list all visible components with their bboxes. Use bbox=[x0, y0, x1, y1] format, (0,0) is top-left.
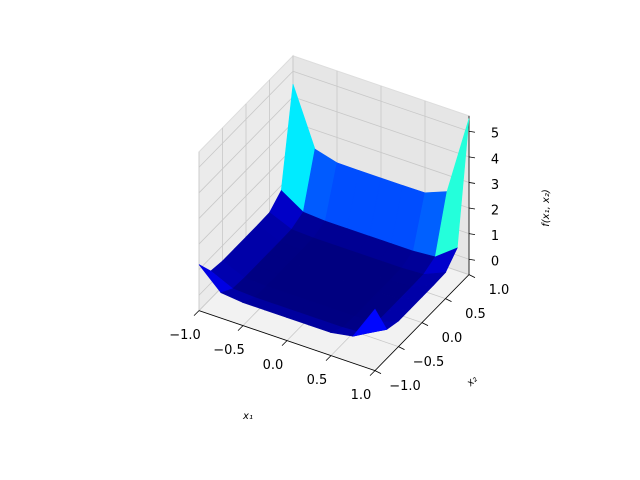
x-tick-label: 0.5 bbox=[307, 373, 328, 388]
y-tick-label: 0.5 bbox=[465, 307, 486, 322]
tick-mark bbox=[421, 322, 429, 326]
tick-mark bbox=[468, 233, 476, 236]
grid-line bbox=[198, 122, 294, 219]
surface-face bbox=[352, 308, 388, 337]
tick-mark bbox=[237, 325, 244, 331]
tick-mark bbox=[398, 346, 405, 350]
y-axis-label: x₂ bbox=[464, 374, 480, 390]
x-tick-label: 0.0 bbox=[263, 358, 284, 373]
tick-mark bbox=[445, 298, 452, 302]
tick-mark bbox=[468, 130, 476, 133]
z-tick-label: 3 bbox=[491, 178, 499, 193]
z-tick-label: 1 bbox=[491, 229, 499, 244]
axis-line bbox=[374, 274, 470, 371]
z-tick-label: 5 bbox=[491, 127, 499, 142]
z-tick-label: 2 bbox=[491, 204, 499, 219]
tick-mark bbox=[374, 370, 382, 374]
grid-line bbox=[198, 96, 294, 194]
tick-mark bbox=[281, 340, 288, 346]
x-axis-label: x₁ bbox=[242, 411, 253, 422]
y-tick-label: 0.0 bbox=[442, 331, 463, 346]
grid-line bbox=[292, 96, 470, 158]
z-axis-label: f(x₁, x₂) bbox=[541, 189, 552, 227]
grid-line bbox=[198, 147, 294, 245]
tick-mark bbox=[369, 370, 376, 376]
x-tick-label: 1.0 bbox=[351, 388, 372, 403]
x-tick-label: −1.0 bbox=[169, 328, 201, 343]
y-tick-label: −1.0 bbox=[389, 379, 421, 394]
axis-line bbox=[198, 310, 376, 371]
tick-mark bbox=[468, 258, 476, 261]
y-tick-label: −0.5 bbox=[413, 355, 445, 370]
tick-mark bbox=[468, 182, 476, 184]
tick-mark bbox=[468, 156, 476, 159]
y-tick-label: 1.0 bbox=[489, 283, 510, 298]
tick-mark bbox=[325, 355, 332, 361]
x-tick-label: −0.5 bbox=[213, 343, 245, 358]
tick-mark bbox=[468, 207, 476, 210]
grid-line bbox=[198, 173, 294, 270]
z-tick-label: 0 bbox=[491, 255, 499, 270]
surface bbox=[198, 83, 470, 337]
z-tick-label: 4 bbox=[491, 152, 499, 167]
grid-line bbox=[292, 122, 470, 183]
tick-mark bbox=[193, 310, 200, 316]
tick-mark bbox=[468, 274, 476, 278]
grid-line bbox=[292, 70, 470, 132]
grid-line bbox=[198, 70, 294, 168]
